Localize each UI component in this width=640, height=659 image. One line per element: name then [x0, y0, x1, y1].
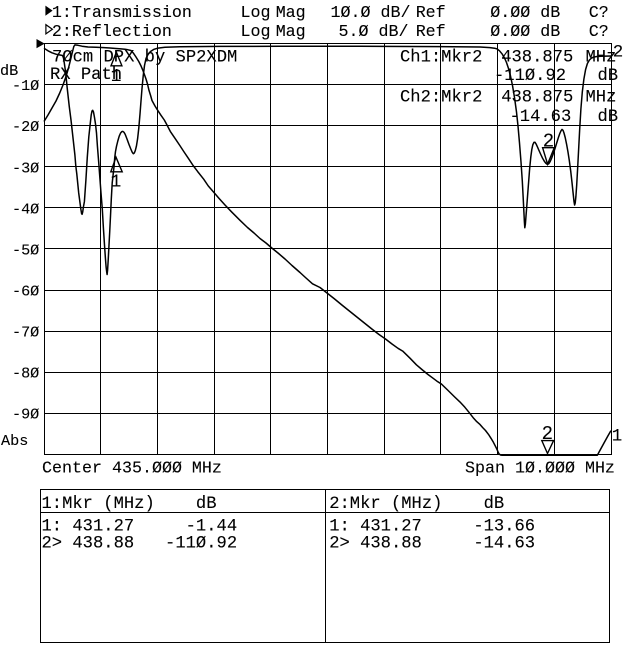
svg-text:1: 1: [111, 67, 122, 87]
svg-text:-14.63: -14.63: [510, 108, 572, 127]
svg-text:Ref: Ref: [416, 4, 446, 23]
svg-text:-6Ø: -6Ø: [12, 282, 39, 300]
svg-text:Log: Log: [241, 4, 271, 23]
svg-text:-7Ø: -7Ø: [12, 323, 39, 341]
svg-text:Mag: Mag: [276, 4, 306, 23]
svg-text:dB: dB: [598, 67, 619, 86]
svg-text:2: 2: [542, 423, 553, 445]
svg-text:Ref: Ref: [416, 23, 446, 42]
svg-text:Mag: Mag: [276, 23, 306, 42]
svg-text:-2Ø: -2Ø: [12, 118, 39, 136]
svg-text:-11Ø.92: -11Ø.92: [494, 67, 566, 86]
svg-text:1: 1: [612, 427, 623, 447]
svg-text:2> 438.88 -11Ø.92: 2> 438.88 -11Ø.92: [42, 535, 238, 554]
svg-text:2> 438.88 -14.63: 2> 438.88 -14.63: [329, 535, 535, 554]
svg-text:RX Path: RX Path: [50, 66, 122, 85]
svg-text:Ø.ØØ dB: Ø.ØØ dB: [490, 23, 560, 42]
svg-text:Ch1:Mkr2: Ch1:Mkr2: [400, 48, 482, 67]
svg-text:438.875: 438.875: [501, 48, 573, 67]
svg-text:Span 1Ø.ØØØ MHz: Span 1Ø.ØØØ MHz: [465, 459, 615, 478]
svg-text:2:Reflection: 2:Reflection: [52, 23, 172, 42]
svg-text:1: 431.27 -13.66: 1: 431.27 -13.66: [329, 517, 535, 536]
svg-text:C?: C?: [589, 23, 609, 42]
svg-text:-3Ø: -3Ø: [12, 159, 39, 177]
svg-text:MHz: MHz: [586, 48, 617, 67]
svg-text:-5Ø: -5Ø: [12, 241, 39, 259]
svg-text:5.Ø dB/: 5.Ø dB/: [339, 23, 409, 42]
svg-text:1Ø.Ø dB/: 1Ø.Ø dB/: [331, 4, 411, 23]
svg-text:2: 2: [543, 131, 554, 153]
svg-text:-1Ø: -1Ø: [12, 77, 39, 95]
svg-text:dB: dB: [0, 62, 18, 80]
svg-text:Log: Log: [241, 23, 271, 42]
svg-text:1:Mkr (MHz) dB: 1:Mkr (MHz) dB: [42, 495, 217, 514]
svg-text:dB: dB: [598, 108, 619, 127]
svg-text:Abs: Abs: [1, 432, 28, 450]
svg-text:1: 1: [110, 172, 121, 192]
svg-text:Center 435.ØØØ MHz: Center 435.ØØØ MHz: [42, 459, 222, 478]
svg-text:C?: C?: [589, 4, 609, 23]
svg-text:438.875: 438.875: [501, 89, 573, 108]
svg-text:1: 431.27 -1.44: 1: 431.27 -1.44: [42, 517, 238, 536]
svg-text:Ch2:Mkr2: Ch2:Mkr2: [400, 89, 482, 108]
svg-text:7Øcm DPX by SP2XDM: 7Øcm DPX by SP2XDM: [52, 48, 237, 67]
svg-text:-8Ø: -8Ø: [12, 365, 39, 383]
svg-text:1:Transmission: 1:Transmission: [52, 4, 192, 23]
svg-text:2: 2: [613, 43, 624, 63]
svg-text:Ø.ØØ dB: Ø.ØØ dB: [490, 4, 560, 23]
svg-text:2:Mkr (MHz) dB: 2:Mkr (MHz) dB: [329, 495, 504, 514]
svg-text:-4Ø: -4Ø: [12, 200, 39, 218]
svg-text:-9Ø: -9Ø: [12, 406, 39, 424]
svg-text:MHz: MHz: [586, 89, 617, 108]
